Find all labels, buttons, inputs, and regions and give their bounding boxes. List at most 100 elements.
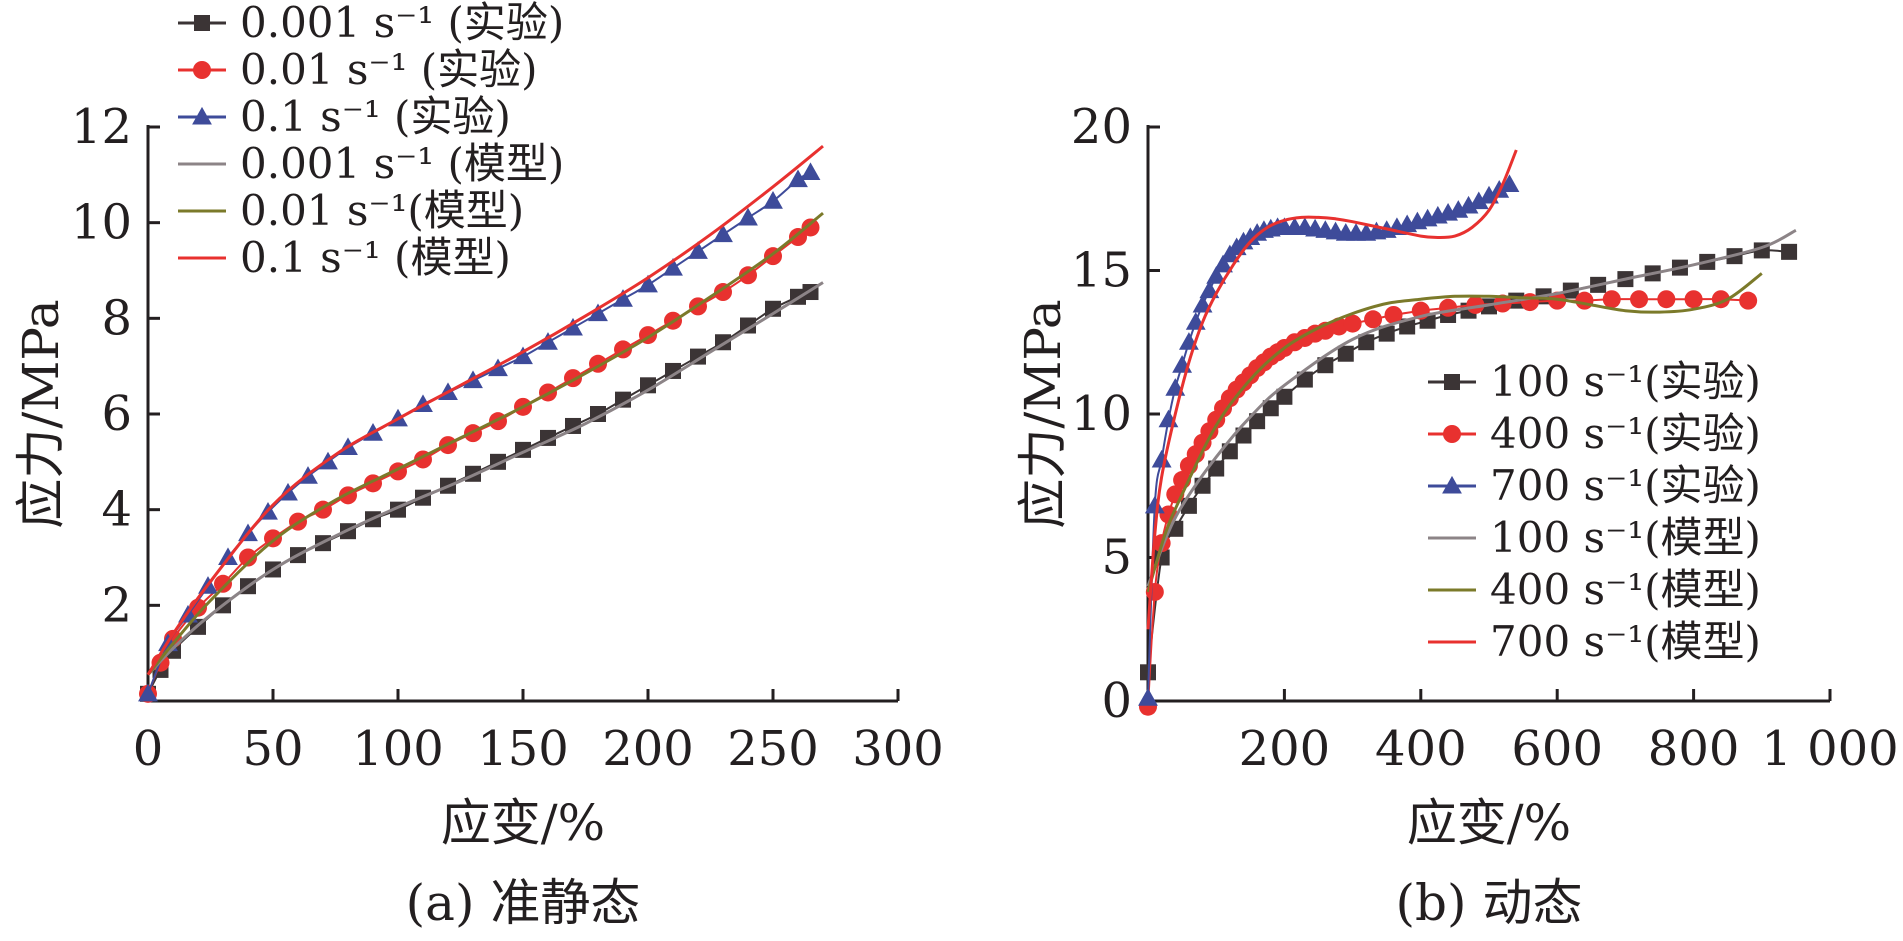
panel-a-data-point bbox=[713, 224, 733, 243]
panel-a-x-tick-label: 300 bbox=[852, 721, 944, 777]
panel-b-data-point bbox=[1138, 688, 1158, 706]
panel-a-model-line bbox=[146, 144, 824, 676]
panel-b-legend: 100 s⁻¹(实验)400 s⁻¹(实验)700 s⁻¹(实验)100 s⁻¹… bbox=[1428, 357, 1761, 666]
panel-b-data-point bbox=[1206, 266, 1227, 284]
panel-a-data-point bbox=[738, 207, 758, 226]
panel-a-legend-label: 0.001 s⁻¹ (实验) bbox=[240, 0, 564, 47]
panel-a-legend-item: 0.1 s⁻¹ (实验) bbox=[178, 92, 511, 141]
panel-b-legend-item: 400 s⁻¹(实验) bbox=[1428, 409, 1761, 458]
panel-b-data-point bbox=[1384, 305, 1403, 324]
panel-b-model-line bbox=[1146, 149, 1518, 630]
panel-b-legend-swatch-marker bbox=[1444, 374, 1460, 390]
panel-a-data-point bbox=[488, 358, 508, 377]
panel-a-data-point bbox=[663, 258, 683, 276]
panel-a-data-point bbox=[138, 683, 158, 702]
panel-b-x-axis-title: 应变/% bbox=[1407, 794, 1571, 852]
panel-b-data-point bbox=[1378, 325, 1395, 342]
panel-a-x-tick-label: 50 bbox=[242, 721, 303, 777]
panel-a-data-point bbox=[218, 547, 238, 566]
panel-a-x-axis-title: 应变/% bbox=[441, 794, 605, 852]
panel-b-data-point bbox=[1468, 191, 1489, 210]
panel-b-legend-label: 700 s⁻¹(模型) bbox=[1490, 617, 1761, 666]
panel-b-legend-swatch-marker bbox=[1442, 475, 1462, 494]
panel-a-data-point bbox=[563, 317, 583, 336]
panel-b-caption: (b) 动态 bbox=[1396, 874, 1583, 932]
panel-a-y-tick-label: 6 bbox=[101, 386, 132, 442]
panel-b-data-point bbox=[1317, 357, 1334, 374]
panel-a-legend: 0.001 s⁻¹ (实验)0.01 s⁻¹ (实验)0.1 s⁻¹ (实验)0… bbox=[178, 0, 564, 282]
panel-b-data-point bbox=[1262, 400, 1279, 417]
panel-b-x-tick-label: 400 bbox=[1375, 721, 1467, 777]
panel-b-y-tick-label: 20 bbox=[1071, 99, 1132, 155]
panel-a-data-point bbox=[214, 574, 232, 593]
panel-a-x-tick-label: 250 bbox=[727, 721, 819, 777]
panel-a-data-point bbox=[740, 317, 756, 334]
panel-a-y-tick-label: 10 bbox=[71, 195, 132, 251]
panel-b-y-tick-label: 0 bbox=[1101, 673, 1132, 729]
panel-a-data-point bbox=[538, 332, 558, 350]
panel-b-series-model-5 bbox=[1146, 149, 1518, 630]
panel-b-data-point bbox=[1159, 505, 1178, 524]
panel-a-legend-item: 0.001 s⁻¹ (实验) bbox=[178, 0, 564, 47]
panel-b-data-point bbox=[1739, 291, 1758, 310]
panel-a-data-point bbox=[615, 391, 631, 408]
panel-a-data-point bbox=[739, 266, 757, 285]
panel-a-legend-swatch-marker bbox=[194, 15, 210, 31]
panel-b-legend-label: 700 s⁻¹(实验) bbox=[1490, 461, 1761, 510]
panel-b-data-point bbox=[1213, 254, 1233, 273]
panel-a-legend-item: 0.001 s⁻¹ (模型) bbox=[178, 139, 564, 188]
panel-a-legend-label: 0.01 s⁻¹(模型) bbox=[240, 186, 524, 235]
panel-b-x-tick-label: 1 000 bbox=[1761, 721, 1898, 777]
panel-b-data-point bbox=[1199, 280, 1220, 299]
panel-a-y-tick-label: 4 bbox=[101, 482, 132, 538]
panel-a-series-model-5 bbox=[146, 144, 824, 676]
panel-b-data-point bbox=[1602, 290, 1621, 309]
panel-b-data-point bbox=[1337, 345, 1354, 362]
panel-b-model-line bbox=[1146, 272, 1763, 593]
panel-b-data-point bbox=[1276, 388, 1293, 405]
panel-a-y-axis-title: 应力/MPa bbox=[12, 299, 70, 528]
panel-b-data-point bbox=[1235, 427, 1252, 444]
panel-a-x-tick-label: 200 bbox=[602, 721, 694, 777]
panel-a-data-point bbox=[801, 218, 820, 237]
panel-a-data-point bbox=[513, 346, 533, 365]
panel-b-y-tick-label: 5 bbox=[1101, 530, 1132, 586]
panel-a-data-point bbox=[665, 362, 681, 379]
panel-a-data-point bbox=[239, 548, 257, 567]
panel-b-x-tick-label: 800 bbox=[1648, 721, 1740, 777]
panel-a-legend-label: 0.1 s⁻¹ (模型) bbox=[240, 233, 511, 282]
panel-a-legend-item: 0.1 s⁻¹ (模型) bbox=[178, 233, 511, 282]
panel-a-data-point bbox=[588, 303, 608, 322]
panel-a-x-tick-label: 150 bbox=[477, 721, 569, 777]
panel-b-legend-item: 700 s⁻¹(实验) bbox=[1428, 461, 1761, 510]
panel-a-data-point bbox=[638, 274, 658, 293]
panel-b-x-tick-label: 200 bbox=[1239, 721, 1331, 777]
panel-a-model-line bbox=[146, 211, 824, 676]
panel-b-x-tick-label: 600 bbox=[1511, 721, 1603, 777]
panel-b-data-point bbox=[1499, 174, 1520, 192]
panel-b-data-point bbox=[1144, 495, 1165, 514]
panel-b-legend-swatch-marker bbox=[1443, 425, 1461, 443]
panel-b-data-point bbox=[1781, 243, 1798, 260]
panel-a-series-model-4 bbox=[146, 211, 824, 676]
panel-a-legend-label: 0.1 s⁻¹ (实验) bbox=[240, 92, 511, 141]
panel-b-legend-item: 400 s⁻¹(模型) bbox=[1428, 565, 1761, 614]
panel-b-legend-label: 400 s⁻¹(模型) bbox=[1490, 565, 1761, 614]
panel-b-data-point bbox=[1575, 291, 1594, 310]
panel-b-legend-label: 400 s⁻¹(实验) bbox=[1490, 409, 1761, 458]
panel-a-legend-swatch-marker bbox=[193, 61, 211, 79]
panel-b-data-point bbox=[1343, 314, 1362, 333]
panel-a-y-tick-label: 12 bbox=[71, 99, 132, 155]
panel-b-legend-label: 100 s⁻¹(实验) bbox=[1490, 357, 1761, 406]
panel-b-data-point bbox=[1439, 298, 1458, 317]
panel-a-quasi-static: 0 50 100 150 200 250 300 2 4 6 8 10 12 应变/% 应力/MPa (a) … bbox=[12, 0, 944, 932]
panel-b-series-model-3 bbox=[1146, 228, 1797, 587]
panel-b-y-tick-label: 10 bbox=[1071, 386, 1132, 442]
panel-b-data-point bbox=[1466, 295, 1485, 314]
panel-b-legend-item: 100 s⁻¹(实验) bbox=[1428, 357, 1761, 406]
panel-b-data-point bbox=[1358, 334, 1375, 351]
panel-a-x-tick-label: 100 bbox=[352, 721, 444, 777]
panel-a-legend-swatch-marker bbox=[192, 106, 212, 125]
panel-a-legend-item: 0.01 s⁻¹(模型) bbox=[178, 186, 524, 235]
